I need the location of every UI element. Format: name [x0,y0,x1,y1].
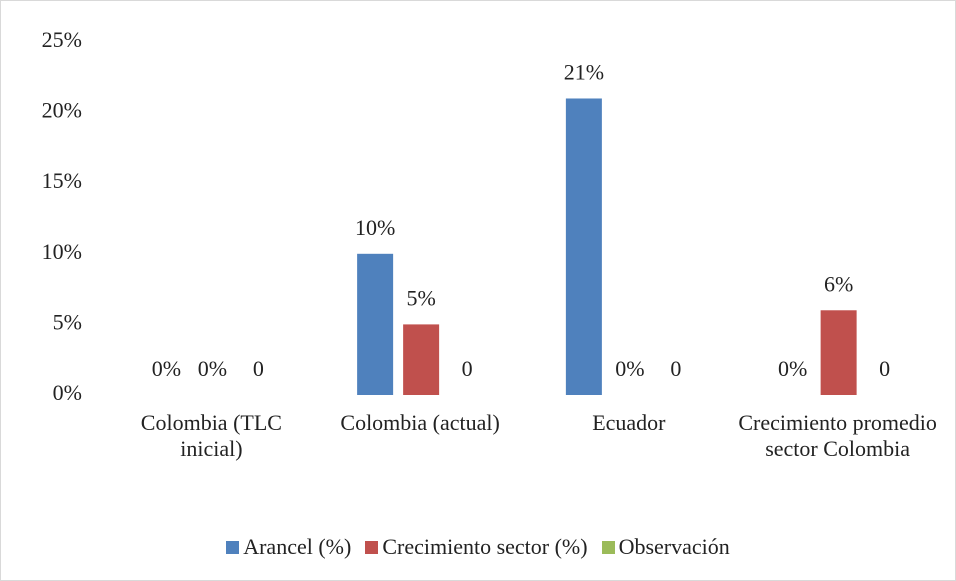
legend: Arancel (%) Crecimiento sector (%) Observa… [0,534,956,560]
data-label: 10% [355,215,395,240]
legend-item: Observación [601,534,730,560]
legend-swatch [226,540,240,554]
x-tick-label: Ecuador [592,410,666,435]
legend-label: Crecimiento sector (%) [382,534,588,559]
bar [820,310,857,395]
x-tick-label: Crecimiento promedio sector Colombia [738,410,937,461]
data-label: 0 [879,356,890,381]
x-tick-label: Colombia (TLC inicial) [140,410,282,461]
data-label: 0% [198,356,227,381]
data-label: 0% [778,356,807,381]
y-tick-label: 25% [42,27,82,52]
data-label: 0 [462,356,473,381]
y-tick-label: 5% [53,309,82,334]
data-label: 0 [670,356,681,381]
data-label: 21% [564,60,604,85]
x-tick-label: Colombia (actual) [340,410,500,435]
data-label: 0% [615,356,644,381]
bar [403,324,440,395]
bar [565,98,602,395]
legend-swatch [365,540,379,554]
legend-item: Arancel (%) [226,534,351,560]
y-tick-label: 0% [53,380,82,405]
y-tick-label: 15% [42,168,82,193]
data-label: 0% [152,356,181,381]
legend-swatch [601,540,615,554]
y-tick-label: 10% [42,239,82,264]
data-label: 5% [406,285,435,310]
data-label: 6% [824,271,853,296]
legend-label: Observación [618,534,730,559]
legend-item: Crecimiento sector (%) [365,534,588,560]
y-tick-label: 20% [42,98,82,123]
data-label: 0 [253,356,264,381]
bar [357,253,394,395]
legend-label: Arancel (%) [243,534,352,559]
